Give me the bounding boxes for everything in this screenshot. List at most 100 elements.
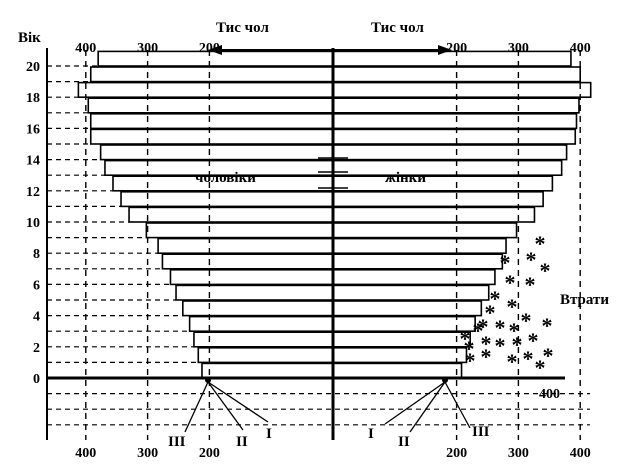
loss-asterisk-6: * — [490, 286, 501, 311]
bar-male-age-6 — [169, 268, 334, 286]
y-tick-label-18: 18 — [26, 91, 40, 106]
bar-female-age-16 — [332, 113, 578, 130]
x-tick-bottom-right-400: 400 — [570, 446, 591, 461]
loss-asterisk-23: * — [523, 346, 534, 371]
x-tick-top-left-400: 400 — [75, 41, 96, 56]
fan-left-1 — [207, 381, 244, 431]
loss-asterisk-18: * — [528, 328, 539, 353]
loss-asterisk-2: * — [526, 247, 537, 272]
bottom-label-right-I: I — [368, 426, 374, 442]
fan-right-0 — [384, 381, 446, 425]
loss-asterisk-16: * — [495, 333, 506, 358]
x-tick-bottom-left-300: 300 — [137, 446, 158, 461]
bar-female-age-15 — [332, 128, 577, 145]
loss-asterisk-3: * — [540, 258, 551, 283]
bar-female-age-18 — [332, 81, 592, 98]
loss-asterisk-15: * — [481, 331, 492, 356]
fan-right-origin — [442, 377, 448, 383]
male-label: чоловіки — [195, 170, 256, 186]
left-unit-label: Тис чол — [216, 20, 269, 36]
right-inner-tick-label: 400 — [539, 387, 560, 402]
bar-male-age-7 — [161, 253, 334, 270]
bar-female-age-2 — [332, 331, 471, 348]
bar-female-age-13 — [332, 159, 563, 177]
fan-right-1 — [409, 381, 446, 433]
bar-female-age-3 — [332, 315, 476, 333]
bar-male-age-5 — [175, 284, 334, 301]
top-arrow-right-head — [438, 45, 452, 55]
y-tick-label-14: 14 — [26, 154, 40, 169]
bottom-label-left-II: II — [236, 434, 248, 450]
losses-asterisks: ** * ** ** ** * ** * ** * * * *** * * * *** — [460, 231, 554, 380]
bar-male-age-10 — [128, 206, 334, 223]
loss-asterisk-14: * — [464, 336, 475, 361]
loss-asterisk-1: * — [500, 250, 511, 275]
bar-male-age-16 — [89, 113, 334, 130]
bottom-fan-lines — [184, 377, 471, 433]
loss-asterisk-10: * — [542, 313, 553, 338]
fan-left-2 — [207, 381, 269, 423]
y-tick-label-4: 4 — [33, 310, 40, 325]
bar-female-age-9 — [332, 222, 518, 239]
y-tick-label-0: 0 — [33, 372, 40, 387]
y-tick-label-20: 20 — [26, 60, 40, 75]
grid-lines — [47, 50, 590, 440]
bar-male-age-2 — [193, 331, 334, 348]
fan-left-origin — [205, 377, 211, 383]
fan-right-2 — [444, 381, 471, 429]
bar-male-age-19 — [89, 66, 334, 83]
tick-labels-group: 0 2 4 6 8 10 12 14 16 18 20 400 300 200 200 300 400 400 30… — [26, 41, 591, 461]
loss-asterisk-4: * — [505, 270, 516, 295]
x-tick-top-right-200: 200 — [446, 41, 467, 56]
top-arrow-left-head — [208, 45, 222, 55]
right-unit-label: Тис чол — [371, 20, 424, 36]
bar-male-age-14 — [99, 144, 334, 161]
bar-male-age-18 — [77, 81, 334, 98]
axes-group — [46, 45, 565, 440]
x-tick-bottom-right-200: 200 — [446, 446, 467, 461]
loss-asterisk-24: * — [535, 355, 546, 380]
bar-male-age-1 — [197, 346, 334, 364]
bottom-label-left-I: I — [266, 426, 272, 442]
bottom-label-left-III: III — [168, 434, 186, 450]
loss-asterisk-11: * — [478, 314, 489, 339]
bar-female-age-4 — [332, 300, 483, 317]
loss-asterisk-17: * — [512, 332, 523, 357]
loss-asterisk-22: * — [507, 349, 518, 374]
x-tick-bottom-right-300: 300 — [508, 446, 529, 461]
bar-female-age-0 — [332, 362, 463, 379]
loss-asterisk-7: * — [507, 294, 518, 319]
bar-female-age-8 — [332, 237, 507, 255]
y-tick-label-12: 12 — [26, 185, 40, 200]
bar-male-age-3 — [188, 315, 334, 333]
loss-asterisk-19: * — [543, 343, 554, 368]
x-tick-top-left-300: 300 — [137, 41, 158, 56]
loss-asterisk-8: * — [485, 300, 496, 325]
bar-female-age-11 — [332, 191, 544, 208]
loss-asterisk-20: * — [465, 348, 476, 373]
x-tick-bottom-left-400: 400 — [75, 446, 96, 461]
y-tick-label-6: 6 — [33, 278, 40, 293]
bar-male-age-9 — [145, 222, 334, 239]
y-tick-label-10: 10 — [26, 216, 40, 231]
bottom-label-right-II: II — [398, 434, 410, 450]
bar-male-age-11 — [120, 191, 334, 208]
losses-label: Втрати — [560, 292, 609, 308]
bar-female-age-5 — [332, 284, 490, 301]
bar-female-age-10 — [332, 206, 536, 223]
bar-female-age-1 — [332, 346, 468, 364]
loss-asterisk-13: * — [509, 318, 520, 343]
x-tick-bottom-left-200: 200 — [199, 446, 220, 461]
fan-left-0 — [184, 381, 209, 433]
x-tick-top-right-400: 400 — [570, 41, 591, 56]
bar-female-age-6 — [332, 268, 496, 286]
bar-male-age-15 — [89, 128, 334, 145]
y-axis-title: Вік — [18, 30, 41, 46]
bar-female-age-14 — [332, 144, 568, 161]
loss-asterisk-5: * — [525, 272, 536, 297]
bar-female-age-7 — [332, 253, 504, 270]
loss-asterisk-12: * — [495, 315, 506, 340]
female-label: жінки — [385, 170, 426, 186]
loss-asterisk-9: * — [521, 308, 532, 333]
